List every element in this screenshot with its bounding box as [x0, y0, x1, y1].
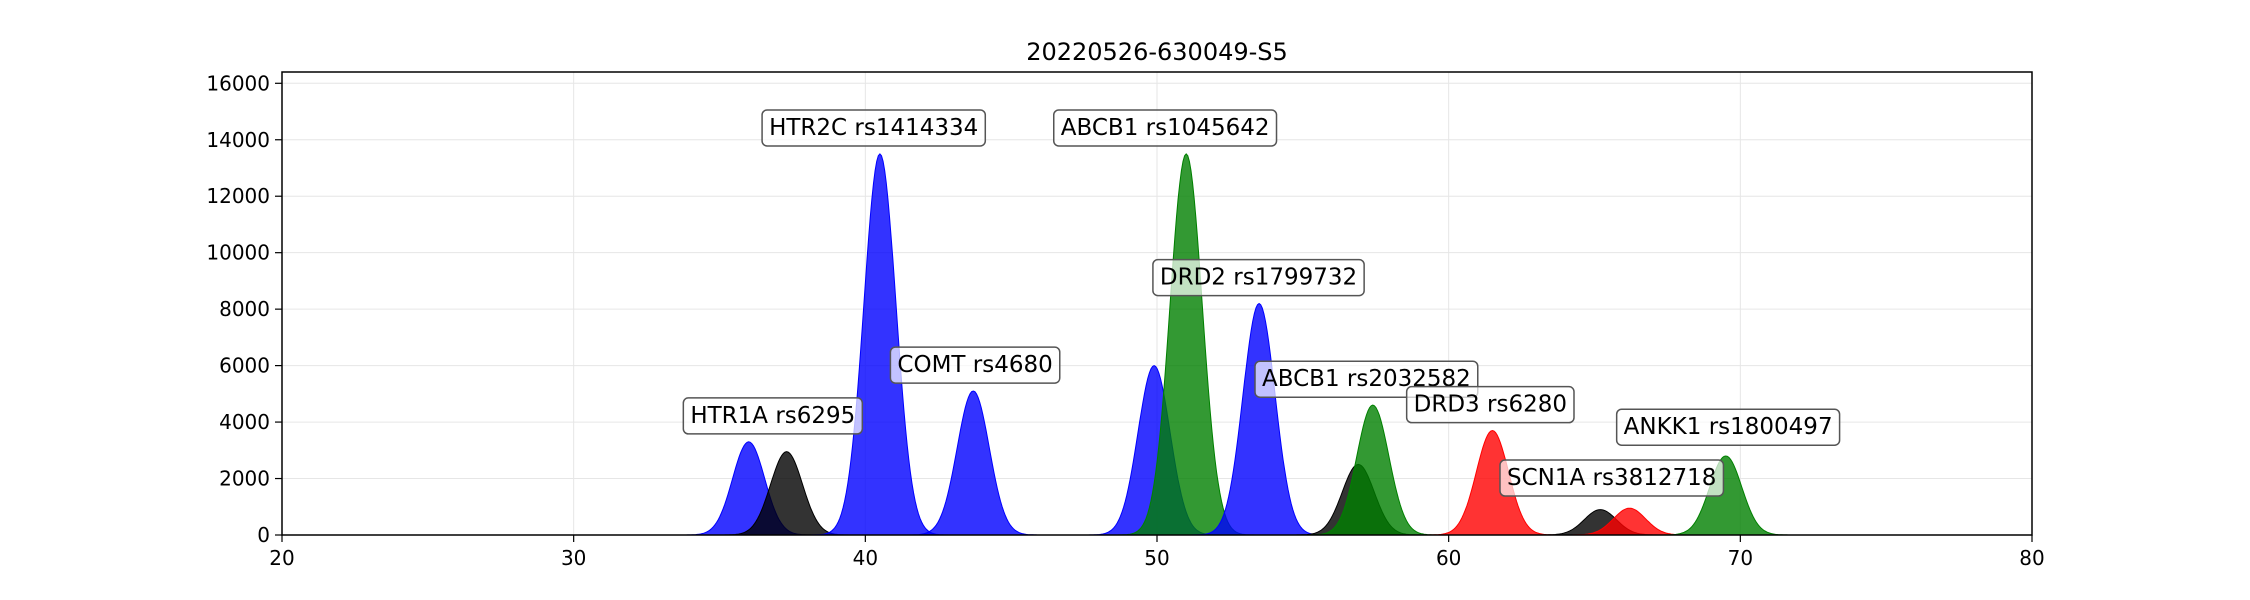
peak-annotation: SCN1A rs3812718: [1499, 459, 1725, 497]
peaks: [676, 153, 1798, 536]
chart-title: 20220526-630049-S5: [1026, 38, 1288, 66]
peak: [1420, 429, 1565, 536]
peak-annotation: HTR2C rs1414334: [761, 109, 987, 147]
peak: [1300, 404, 1445, 536]
annotation-label: HTR1A rs6295: [690, 403, 855, 429]
y-tick-label: 2000: [219, 467, 270, 491]
x-tick-label: 30: [561, 546, 586, 570]
peak-annotation: DRD3 rs6280: [1405, 385, 1575, 424]
y-tick-label: 16000: [206, 71, 270, 95]
peak: [901, 390, 1046, 536]
annotation-label: ANKK1 rs1800497: [1624, 414, 1833, 440]
peak-annotation: COMT rs4680: [889, 346, 1061, 384]
annotation-label: ABCB1 rs1045642: [1061, 115, 1270, 141]
y-tick-label: 12000: [206, 184, 270, 208]
peak-annotation: ABCB1 rs2032582: [1254, 360, 1479, 398]
x-tick-label: 60: [1436, 546, 1461, 570]
annotation-label: DRD2 rs1799732: [1160, 265, 1357, 291]
axis-ticks: 20 30 40 50 60 70 80 0 2000 4000 6000 8000 10000 1200…: [206, 71, 2044, 570]
y-tick-label: 6000: [219, 354, 270, 378]
peak-annotation: DRD2 rs1799732: [1152, 258, 1365, 297]
peak: [1186, 302, 1332, 536]
peak-annotation: HTR1A rs6295: [682, 397, 864, 435]
y-tick-label: 8000: [219, 297, 270, 321]
x-tick-label: 80: [2019, 546, 2044, 570]
annotation-box: [1499, 459, 1725, 497]
y-tick-label: 0: [257, 523, 270, 547]
peak-annotation: ANKK1 rs1800497: [1615, 408, 1841, 446]
annotation-box: [682, 397, 864, 435]
peak: [807, 153, 953, 536]
annotation-label: DRD3 rs6280: [1414, 392, 1567, 418]
x-tick-label: 50: [1144, 546, 1169, 570]
y-tick-label: 10000: [206, 241, 270, 265]
annotation-box: [1615, 408, 1841, 446]
annotation-box: [761, 109, 987, 147]
annotation-label: COMT rs4680: [897, 352, 1052, 378]
y-tick-label: 4000: [219, 410, 270, 434]
peak-annotation: ABCB1 rs1045642: [1053, 109, 1278, 147]
annotation-box: [1405, 385, 1575, 424]
annotations: HTR1A rs6295 HTR2C rs1414334 COMT rs4680 AB…: [682, 109, 1841, 497]
x-tick-label: 70: [1728, 546, 1753, 570]
annotation-label: HTR2C rs1414334: [769, 115, 978, 141]
x-tick-label: 20: [269, 546, 294, 570]
x-tick-label: 40: [853, 546, 878, 570]
annotation-box: [889, 346, 1061, 384]
y-tick-label: 14000: [206, 128, 270, 152]
annotation-box: [1152, 258, 1365, 297]
annotation-label: SCN1A rs3812718: [1507, 465, 1716, 491]
annotation-box: [1053, 109, 1278, 147]
